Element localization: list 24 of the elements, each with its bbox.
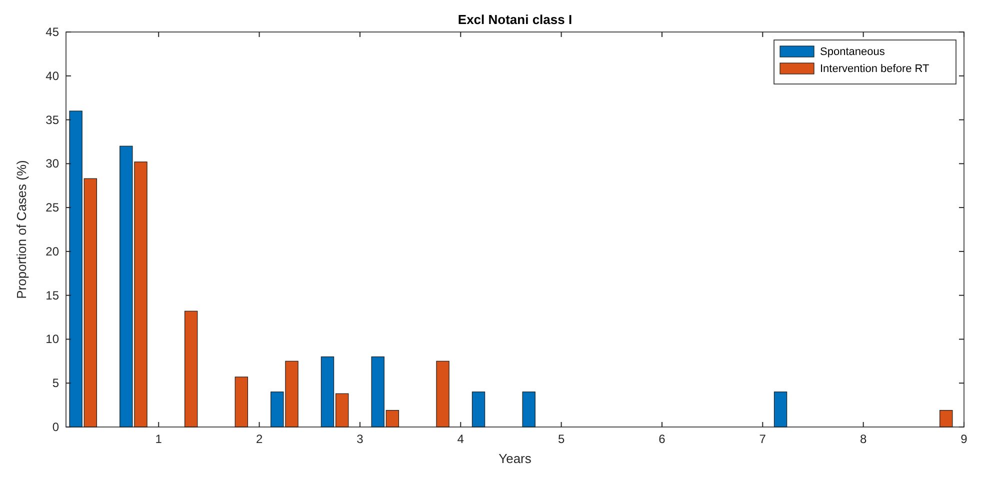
y-tick-label: 40 [46,68,60,83]
x-axis-title: Years [498,451,532,466]
legend-label: Spontaneous [820,46,886,58]
x-tick-label: 8 [860,432,867,446]
x-tick-label: 3 [356,432,364,446]
y-tick-label: 10 [46,332,60,346]
x-tick-label: 7 [759,432,766,446]
chart-title: Excl Notani class I [458,12,572,27]
x-tick-label: 9 [960,432,968,446]
legend-label: Intervention before RT [820,63,930,75]
y-tick-label: 25 [46,200,60,215]
y-axis-title: Proportion of Cases (%) [14,160,29,299]
y-tick-label: 15 [46,288,60,302]
y-tick-label: 35 [46,112,60,127]
x-tick-label: 6 [658,432,666,446]
y-tick-label: 5 [52,376,60,390]
x-tick-label: 1 [155,432,162,446]
x-tick-label: 5 [558,432,565,446]
y-tick-label: 0 [52,420,60,434]
y-tick-label: 20 [46,244,60,258]
y-tick-label: 45 [46,25,60,39]
x-tick-label: 4 [457,432,464,446]
x-tick-label: 2 [256,432,263,446]
y-tick-label: 30 [46,156,60,171]
